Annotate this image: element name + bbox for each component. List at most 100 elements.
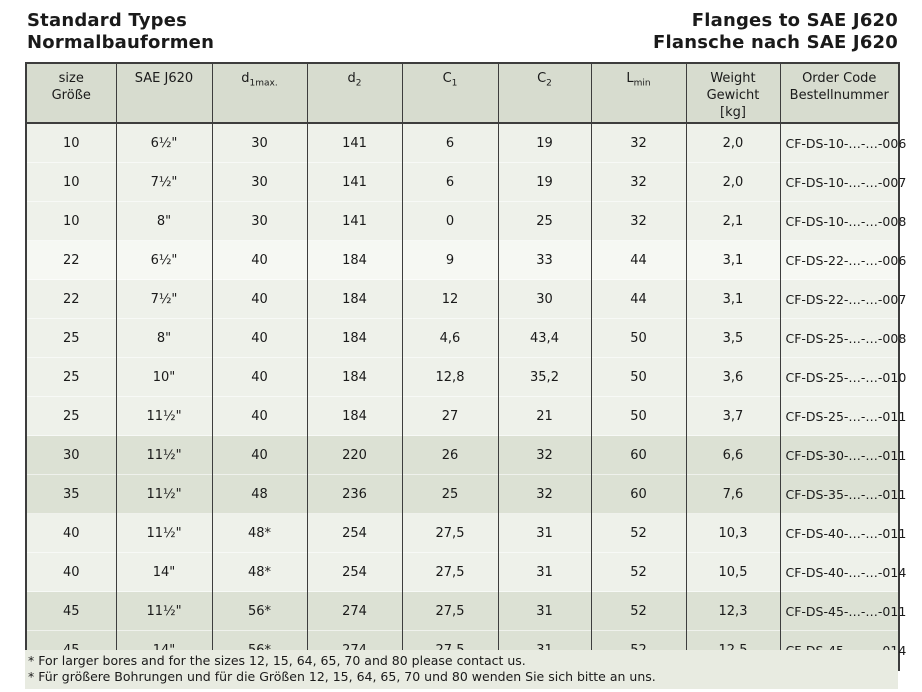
cell-lmin: 52 bbox=[590, 552, 686, 592]
table-row: 35 11½" 48 236 25 32 60 7,6 CF-DS-35-…-…-011 bbox=[26, 474, 906, 514]
cell-lmin: 50 bbox=[590, 318, 686, 358]
cell-c1: 27,5 bbox=[401, 591, 498, 631]
cell-weight: 3,7 bbox=[685, 396, 780, 436]
cell-weight: 2,1 bbox=[685, 201, 780, 241]
cell-c2: 30 bbox=[497, 279, 591, 319]
table-row: 45 11½" 56* 274 27,5 31 52 12,3 CF-DS-45-…-…-011 bbox=[26, 591, 906, 631]
cell-d1max: 48 bbox=[211, 474, 307, 514]
table-row: 25 10" 40 184 12,8 35,2 50 3,6 CF-DS-25-…-…-010 bbox=[26, 357, 906, 397]
cell-d2: 254 bbox=[306, 552, 402, 592]
footnote-en: * For larger bores and for the sizes 12,… bbox=[28, 653, 526, 668]
cell-c1: 9 bbox=[401, 240, 498, 280]
cell-size: 10 bbox=[26, 162, 116, 202]
cell-d1max: 40 bbox=[211, 279, 307, 319]
cell-code: CF-DS-25-…-…-011 bbox=[779, 396, 906, 436]
cell-c1: 27,5 bbox=[401, 552, 498, 592]
cell-d1max: 30 bbox=[211, 201, 307, 241]
cell-c1: 26 bbox=[401, 435, 498, 475]
cell-size: 10 bbox=[26, 123, 116, 163]
table-body: 10 6½" 30 141 6 19 32 2,0 CF-DS-10-…-…-006 10 7½" 3… bbox=[26, 123, 906, 670]
cell-lmin: 52 bbox=[590, 591, 686, 631]
cell-code: CF-DS-40-…-…-011 bbox=[779, 513, 906, 553]
cell-weight: 10,5 bbox=[685, 552, 780, 592]
cell-c2: 31 bbox=[497, 591, 591, 631]
col-header-sae-label: SAE J620 bbox=[134, 71, 194, 86]
cell-lmin: 52 bbox=[590, 513, 686, 553]
cell-d2: 236 bbox=[306, 474, 402, 514]
cell-lmin: 60 bbox=[590, 435, 686, 475]
cell-weight: 2,0 bbox=[685, 123, 780, 163]
cell-sae: 11½" bbox=[115, 591, 212, 631]
page-header: Standard Types Normalbauformen Flanges t… bbox=[27, 10, 898, 54]
cell-code: CF-DS-45-…-…-011 bbox=[779, 591, 906, 631]
cell-c2: 21 bbox=[497, 396, 591, 436]
cell-d2: 184 bbox=[306, 240, 402, 280]
cell-c2: 43,4 bbox=[497, 318, 591, 358]
cell-weight: 3,1 bbox=[685, 279, 780, 319]
cell-weight: 7,6 bbox=[685, 474, 780, 514]
cell-c1: 27,5 bbox=[401, 513, 498, 553]
cell-size: 35 bbox=[26, 474, 116, 514]
flange-spec-table: size Größe SAE J620 d1max. d2 C1 C2 bbox=[25, 62, 906, 671]
table-header-row: size Größe SAE J620 d1max. d2 C1 C2 bbox=[26, 63, 899, 124]
cell-weight: 12,3 bbox=[685, 591, 780, 631]
col-header-weight: Weight Gewicht [kg] bbox=[685, 63, 780, 124]
cell-d2: 254 bbox=[306, 513, 402, 553]
col-header-size-en: size bbox=[58, 71, 84, 86]
cell-sae: 11½" bbox=[115, 474, 212, 514]
cell-code: CF-DS-10-…-…-007 bbox=[779, 162, 906, 202]
cell-code: CF-DS-10-…-…-006 bbox=[779, 123, 906, 163]
cell-c2: 25 bbox=[497, 201, 591, 241]
col-header-order-code: Order Code Bestellnummer bbox=[779, 63, 899, 124]
cell-sae: 8" bbox=[115, 318, 212, 358]
cell-c1: 12,8 bbox=[401, 357, 498, 397]
col-header-order-en: Order Code bbox=[802, 71, 877, 86]
cell-d2: 184 bbox=[306, 357, 402, 397]
cell-code: CF-DS-22-…-…-007 bbox=[779, 279, 906, 319]
cell-c2: 31 bbox=[497, 513, 591, 553]
cell-sae: 10" bbox=[115, 357, 212, 397]
cell-c2: 35,2 bbox=[497, 357, 591, 397]
page-subtitle-de: Flansche nach SAE J620 bbox=[653, 32, 898, 53]
table-row: 22 6½" 40 184 9 33 44 3,1 CF-DS-22-…-…-006 bbox=[26, 240, 906, 280]
cell-d1max: 30 bbox=[211, 123, 307, 163]
cell-weight: 10,3 bbox=[685, 513, 780, 553]
col-header-weight-unit: [kg] bbox=[720, 105, 746, 120]
table-row: 10 7½" 30 141 6 19 32 2,0 CF-DS-10-…-…-007 bbox=[26, 162, 906, 202]
cell-size: 30 bbox=[26, 435, 116, 475]
col-header-weight-de: Gewicht bbox=[706, 88, 760, 103]
col-header-c1: C1 bbox=[401, 63, 498, 124]
cell-weight: 3,5 bbox=[685, 318, 780, 358]
col-header-size-de: Größe bbox=[51, 88, 91, 103]
cell-lmin: 32 bbox=[590, 201, 686, 241]
col-header-sae-j620: SAE J620 bbox=[115, 63, 212, 124]
cell-lmin: 44 bbox=[590, 240, 686, 280]
table-row: 10 6½" 30 141 6 19 32 2,0 CF-DS-10-…-…-006 bbox=[26, 123, 906, 163]
cell-weight: 3,1 bbox=[685, 240, 780, 280]
cell-size: 25 bbox=[26, 357, 116, 397]
cell-c1: 12 bbox=[401, 279, 498, 319]
cell-c2: 31 bbox=[497, 552, 591, 592]
cell-c2: 32 bbox=[497, 474, 591, 514]
col-header-lmin: Lmin bbox=[590, 63, 686, 124]
page-title-en: Standard Types bbox=[27, 10, 188, 31]
cell-c2: 33 bbox=[497, 240, 591, 280]
cell-d2: 141 bbox=[306, 123, 402, 163]
table-row: 30 11½" 40 220 26 32 60 6,6 CF-DS-30-…-…-011 bbox=[26, 435, 906, 475]
cell-size: 22 bbox=[26, 240, 116, 280]
table-row: 25 8" 40 184 4,6 43,4 50 3,5 CF-DS-25-…-…-008 bbox=[26, 318, 906, 358]
table-row: 25 11½" 40 184 27 21 50 3,7 CF-DS-25-…-…-011 bbox=[26, 396, 906, 436]
table-row: 22 7½" 40 184 12 30 44 3,1 CF-DS-22-…-…-007 bbox=[26, 279, 906, 319]
cell-lmin: 44 bbox=[590, 279, 686, 319]
cell-weight: 6,6 bbox=[685, 435, 780, 475]
cell-code: CF-DS-40-…-…-014 bbox=[779, 552, 906, 592]
cell-c1: 0 bbox=[401, 201, 498, 241]
cell-c1: 27 bbox=[401, 396, 498, 436]
page-title-de: Normalbauformen bbox=[27, 32, 215, 53]
col-header-weight-en: Weight bbox=[710, 71, 756, 86]
cell-size: 40 bbox=[26, 513, 116, 553]
title-block-right: Flanges to SAE J620 Flansche nach SAE J6… bbox=[653, 10, 898, 54]
cell-code: CF-DS-10-…-…-008 bbox=[779, 201, 906, 241]
cell-code: CF-DS-35-…-…-011 bbox=[779, 474, 906, 514]
cell-c2: 32 bbox=[497, 435, 591, 475]
